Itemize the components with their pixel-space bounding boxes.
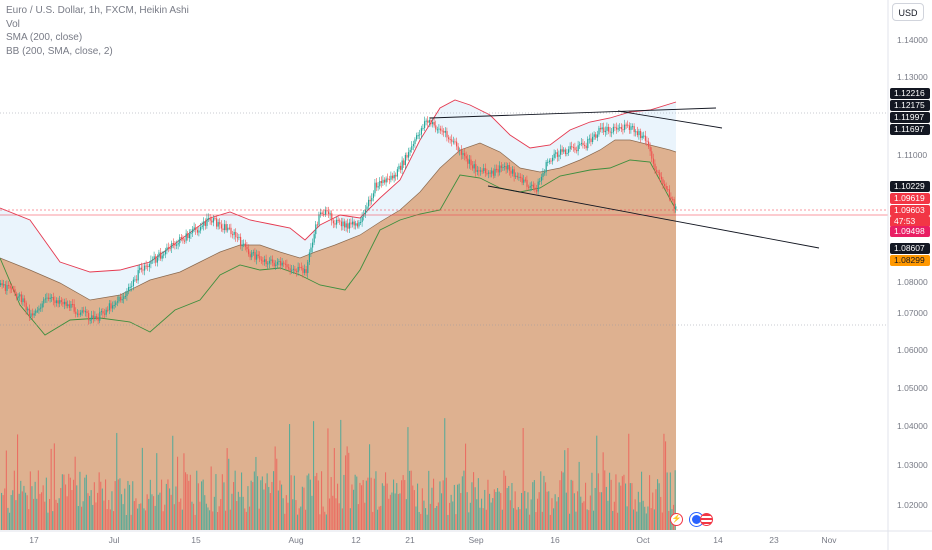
symbol-title[interactable]: Euro / U.S. Dollar, 1h, FXCM, Heikin Ash… (6, 5, 189, 16)
price-axis-label: 1.08000 (897, 277, 928, 287)
price-tag: 1.09498 (890, 226, 930, 237)
price-tag: 1.12216 (890, 88, 930, 99)
chart-legend: Euro / U.S. Dollar, 1h, FXCM, Heikin Ash… (6, 4, 189, 58)
price-axis-label: 1.05000 (897, 383, 928, 393)
sma-area-fill (0, 140, 676, 530)
currency-button[interactable]: USD (892, 3, 924, 21)
time-axis-label: Aug (288, 535, 304, 545)
time-axis-label: Sep (468, 535, 484, 545)
price-axis-label: 1.04000 (897, 421, 928, 431)
bollinger-indicator-label[interactable]: BB (200, SMA, close, 2) (6, 45, 113, 57)
time-axis-label: Jul (108, 535, 120, 545)
bollinger-upper-line (0, 99, 677, 273)
sma-indicator-label[interactable]: SMA (200, close) (6, 32, 83, 43)
price-tag: 47:53 (890, 216, 930, 227)
lightning-icon[interactable]: ⚡ (670, 513, 683, 526)
time-axis-label: 23 (769, 535, 779, 545)
time-axis-label: 12 (351, 535, 361, 545)
us-flag-icon[interactable] (700, 513, 713, 526)
trendline-channel (617, 110, 723, 129)
price-axis-label: 1.02000 (897, 500, 928, 510)
price-tag: 1.11697 (890, 124, 930, 135)
trendline-bottom (487, 185, 820, 249)
sma-line (0, 139, 677, 301)
price-axis-label: 1.06000 (897, 345, 928, 355)
time-axis-label: Oct (636, 535, 650, 545)
price-tag: 1.12175 (890, 100, 930, 111)
time-axis-label: 17 (29, 535, 39, 545)
price-axis-label: 1.13000 (897, 72, 928, 82)
price-tag: 1.09603 (890, 205, 930, 216)
time-axis-label: 15 (191, 535, 201, 545)
volume-bars (1, 418, 676, 530)
price-tag: 1.08299 (890, 255, 930, 266)
price-tag: 1.11997 (890, 112, 930, 123)
price-axis-label: 1.07000 (897, 308, 928, 318)
volume-indicator-label[interactable]: Vol (6, 18, 20, 30)
heikin-ashi-candles (0, 116, 677, 325)
price-tag: 1.09619 (890, 193, 930, 204)
time-axis-label: 14 (713, 535, 723, 545)
price-tag: 1.08607 (890, 243, 930, 254)
time-axis-label: Nov (821, 535, 837, 545)
price-axis-label: 1.03000 (897, 460, 928, 470)
bollinger-band-fill (0, 100, 676, 300)
time-axis-label: 21 (405, 535, 415, 545)
price-axis-label: 1.11000 (897, 150, 928, 160)
bollinger-lower-line (0, 159, 677, 336)
price-tag: 1.10229 (890, 181, 930, 192)
time-axis-label: 16 (550, 535, 560, 545)
trendline-top (429, 107, 717, 119)
price-axis-label: 1.14000 (897, 35, 928, 45)
